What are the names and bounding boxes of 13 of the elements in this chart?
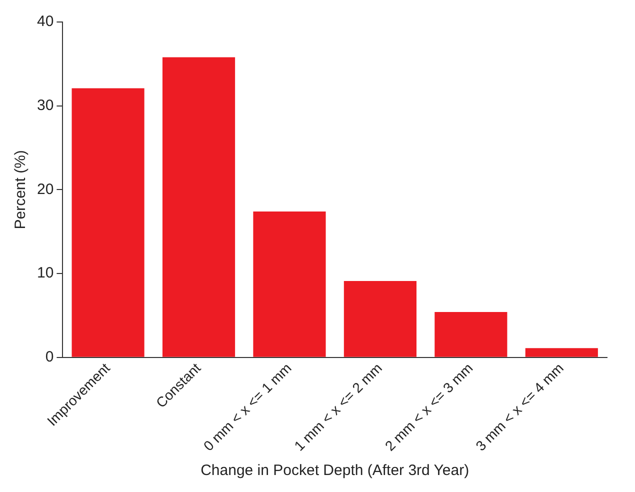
bar: [525, 348, 598, 357]
x-axis-title: Change in Pocket Depth (After 3rd Year): [200, 462, 470, 480]
bar: [72, 88, 144, 357]
y-tick-label: 40: [36, 13, 54, 30]
bar: [344, 281, 416, 357]
y-tick-label: 0: [45, 348, 54, 366]
bar: [434, 312, 508, 357]
y-tick-label: 10: [36, 264, 54, 282]
y-tick-label: 30: [36, 96, 54, 114]
bar: [162, 57, 236, 357]
y-tick-label: 20: [36, 180, 54, 198]
bar: [253, 211, 326, 357]
y-axis-title: Percent (%): [12, 150, 30, 230]
